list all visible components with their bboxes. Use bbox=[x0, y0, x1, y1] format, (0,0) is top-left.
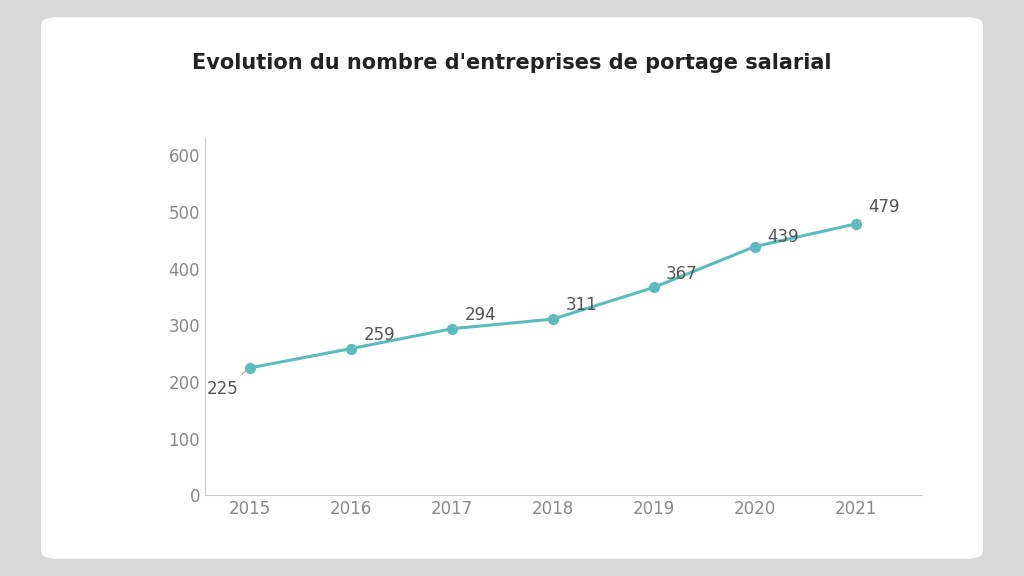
Text: 259: 259 bbox=[353, 326, 395, 347]
FancyBboxPatch shape bbox=[41, 17, 983, 559]
Text: 294: 294 bbox=[455, 306, 496, 328]
Text: 311: 311 bbox=[556, 297, 597, 318]
Text: 479: 479 bbox=[858, 198, 900, 222]
Text: 367: 367 bbox=[656, 265, 697, 286]
Text: 439: 439 bbox=[758, 229, 799, 247]
Text: Evolution du nombre d'entreprises de portage salarial: Evolution du nombre d'entreprises de por… bbox=[193, 54, 831, 73]
Text: 225: 225 bbox=[207, 370, 248, 399]
